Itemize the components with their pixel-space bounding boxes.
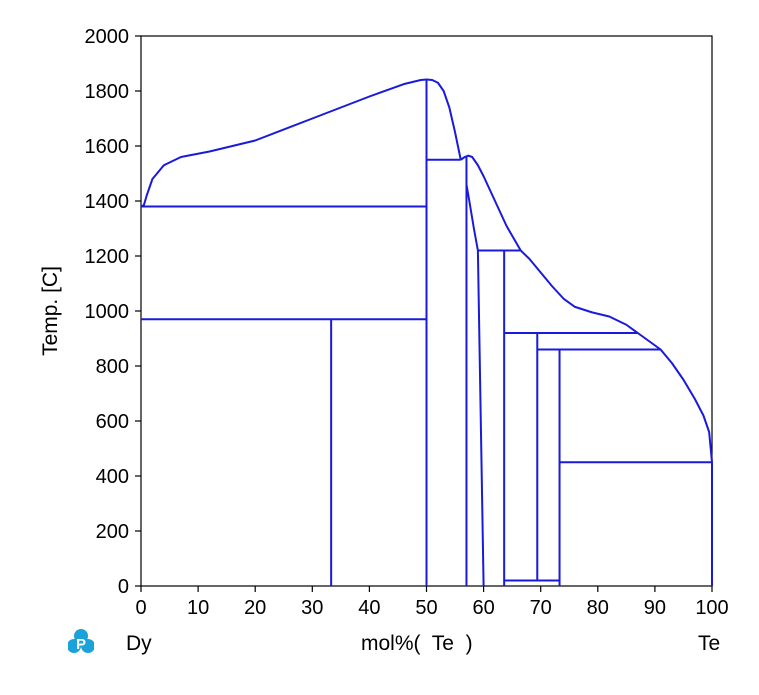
data-layer xyxy=(140,78,713,587)
svg-text:P: P xyxy=(76,636,86,653)
y-axis-title: Temp. [C] xyxy=(39,266,62,356)
x-tick-label: 60 xyxy=(472,597,494,619)
y-tick-label: 800 xyxy=(96,356,129,378)
y-tick-label: 1200 xyxy=(85,246,130,268)
y-tick-label: 2000 xyxy=(85,26,130,48)
x-tick-label: 100 xyxy=(695,597,728,619)
y-tick-label: 600 xyxy=(96,411,129,433)
x-tick-label: 10 xyxy=(187,597,209,619)
x-tick-label: 20 xyxy=(244,597,266,619)
liquidus-curve xyxy=(140,78,462,208)
x-tick-label: 50 xyxy=(415,597,437,619)
right-component-label: Te xyxy=(698,632,721,655)
y-tick-label: 1000 xyxy=(85,301,130,323)
y-tick-label: 200 xyxy=(96,521,129,543)
solidus-curve xyxy=(476,250,485,587)
y-tick-label: 1400 xyxy=(85,191,130,213)
x-tick-label: 70 xyxy=(530,597,552,619)
y-tick-label: 1600 xyxy=(85,136,130,158)
solidus-curve xyxy=(465,184,479,251)
y-tick-label: 0 xyxy=(118,576,129,598)
left-component-label: Dy xyxy=(126,632,152,655)
x-axis-title: mol%( Te ) xyxy=(361,632,473,655)
x-tick-label: 40 xyxy=(358,597,380,619)
x-tick-label: 90 xyxy=(644,597,666,619)
y-axis: 0 200 400 600 800 1000 1200 1400 1600 1800 2000 xyxy=(85,26,141,598)
y-tick-label: 1800 xyxy=(85,81,130,103)
liquidus-curve xyxy=(460,154,522,251)
x-tick-label: 30 xyxy=(301,597,323,619)
x-axis: 0 10 20 30 40 50 60 70 80 90 100 xyxy=(135,586,729,619)
x-tick-label: 80 xyxy=(587,597,609,619)
liquidus-curve xyxy=(520,249,713,463)
pandat-logo-icon: P xyxy=(68,629,94,653)
x-tick-label: 0 xyxy=(135,597,146,619)
y-tick-label: 400 xyxy=(96,466,129,488)
